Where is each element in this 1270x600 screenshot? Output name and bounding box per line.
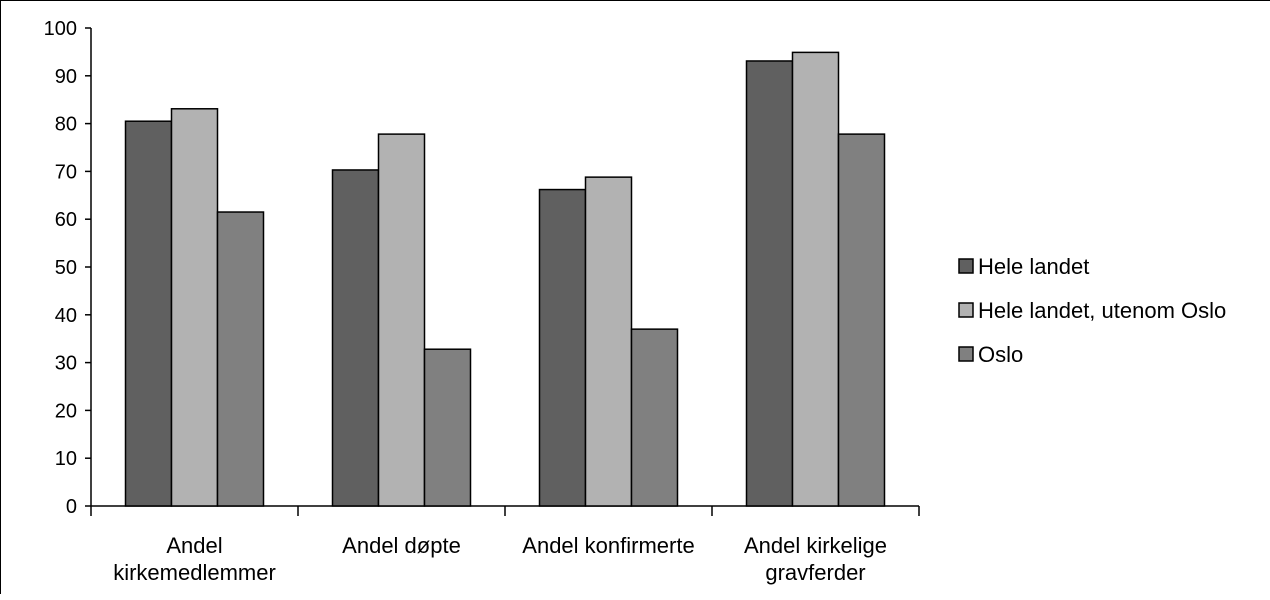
y-tick-label: 90	[55, 66, 77, 88]
y-tick-label: 80	[55, 114, 77, 136]
bars	[124, 51, 886, 507]
y-tick-label: 70	[55, 161, 77, 183]
legend-swatch	[958, 258, 974, 274]
y-tick-label: 60	[55, 209, 77, 231]
x-category-label-line: kirkemedlemmer	[113, 560, 276, 585]
y-tick-label: 20	[55, 400, 77, 422]
bar-2-0	[216, 211, 265, 507]
legend-label: Hele landet	[978, 254, 1089, 279]
x-category-label-line: Andel kirkelige	[744, 533, 887, 558]
bar-1-2	[584, 176, 633, 507]
x-category-label-line: gravferder	[765, 560, 865, 585]
bar-1-1	[377, 133, 426, 507]
y-tick-label: 100	[44, 18, 77, 40]
legend-swatch	[958, 346, 974, 362]
x-category-label: Andel døpte	[342, 533, 461, 558]
x-category-label: Andel konfirmerte	[522, 533, 694, 558]
bar-1-0	[170, 108, 219, 507]
y-tick-label: 40	[55, 305, 77, 327]
bar-2-2	[630, 328, 679, 507]
legend-label: Hele landet, utenom Oslo	[978, 298, 1226, 323]
bar-2-1	[423, 348, 472, 507]
y-axis: 0 10 20 30 40 50 60 70 80 90 100	[44, 18, 92, 518]
bar-0-2	[538, 188, 587, 507]
x-category-label-line: Andel konfirmerte	[522, 533, 694, 558]
legend-label: Oslo	[978, 342, 1023, 367]
x-category-label-line: Andel døpte	[342, 533, 461, 558]
y-tick-label: 30	[55, 353, 77, 375]
bar-2-3	[837, 133, 886, 507]
y-tick-label: 10	[55, 448, 77, 470]
bar-0-0	[124, 120, 173, 507]
bar-0-3	[745, 60, 794, 507]
x-axis: Andel kirkemedlemmer Andel døpte Andel konf…	[90, 505, 920, 585]
bar-1-3	[791, 51, 840, 507]
bar-0-1	[331, 169, 380, 507]
x-category-label-line: Andel	[166, 533, 222, 558]
y-tick-label: 0	[66, 496, 77, 518]
legend: Hele landet Hele landet, utenom Oslo Oslo	[958, 254, 1226, 367]
x-category-label: Andel kirkelige gravferder	[744, 533, 887, 585]
x-category-label: Andel kirkemedlemmer	[113, 533, 276, 585]
y-tick-label: 50	[55, 257, 77, 279]
legend-swatch	[958, 302, 974, 318]
